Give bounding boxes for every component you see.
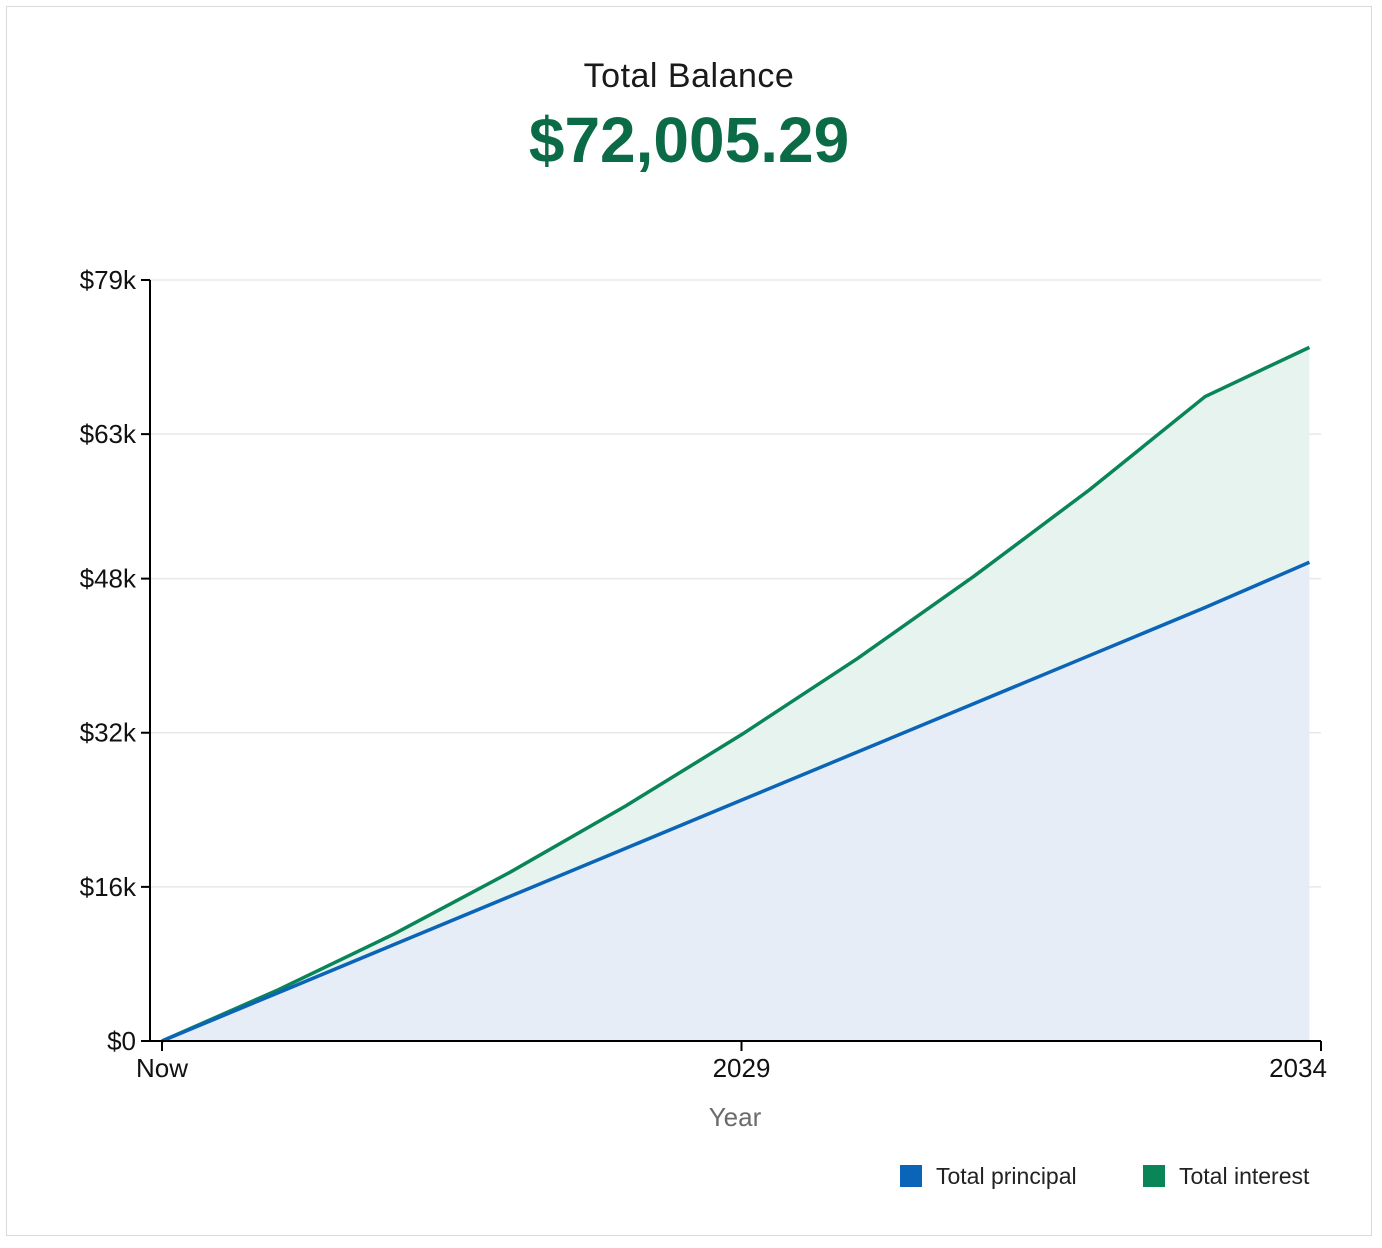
axes: [141, 279, 1322, 1051]
legend[interactable]: Total principal Total interest: [900, 1163, 1310, 1189]
legend-label-principal: Total principal: [936, 1163, 1077, 1189]
x-tick-label: 2029: [713, 1053, 771, 1083]
interest-area: [162, 347, 1310, 1042]
x-tick-labels: Now 2029 2034: [136, 1053, 1327, 1083]
legend-label-interest: Total interest: [1179, 1163, 1310, 1189]
y-tick-labels: $0 $16k $32k $48k $63k $79k: [80, 265, 137, 1056]
area-layer: [162, 347, 1310, 1042]
x-tick-label: Now: [136, 1053, 188, 1083]
legend-item-principal[interactable]: Total principal: [900, 1163, 1077, 1189]
total-principal-line: [161, 560, 1311, 1043]
x-tick-label: 2034: [1269, 1053, 1327, 1083]
y-tick-label: $16k: [80, 872, 137, 902]
legend-item-interest[interactable]: Total interest: [1143, 1163, 1310, 1189]
y-tick-label: $79k: [80, 265, 137, 295]
line-layer: [161, 345, 1311, 1043]
y-tick-label: $63k: [80, 419, 137, 449]
principal-area: [162, 562, 1310, 1041]
y-tick-label: $48k: [80, 564, 137, 594]
total-balance-value: $72,005.29: [528, 104, 850, 176]
x-axis-title: Year: [709, 1102, 762, 1132]
total-interest-line: [161, 345, 1311, 1043]
legend-swatch-interest: [1143, 1165, 1165, 1187]
legend-swatch-principal: [900, 1165, 922, 1187]
chart-title: Total Balance: [583, 57, 795, 95]
y-tick-label: $0: [107, 1026, 136, 1056]
y-tick-label: $32k: [80, 718, 137, 748]
